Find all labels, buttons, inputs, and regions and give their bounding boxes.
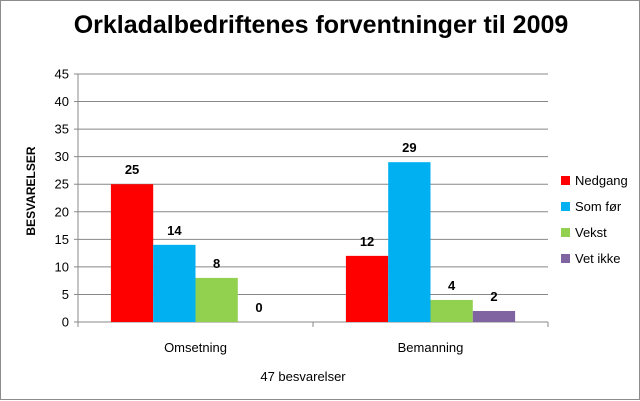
data-label: 14 [167, 223, 182, 238]
y-tick-label: 30 [55, 149, 69, 164]
bar [472, 310, 516, 322]
legend-label: Vet ikke [575, 251, 621, 266]
x-tick-label: Bemanning [398, 340, 464, 355]
x-tick-label: Omsetning [164, 340, 227, 355]
data-label: 8 [213, 256, 220, 271]
y-tick-label: 10 [55, 259, 69, 274]
data-label: 0 [255, 300, 262, 315]
legend-swatch [561, 202, 570, 211]
y-tick-label: 15 [55, 232, 69, 247]
legend-swatch [561, 176, 570, 185]
bar [153, 244, 196, 322]
bars [110, 162, 516, 322]
y-tick-label: 20 [55, 204, 69, 219]
bar [110, 184, 154, 322]
data-label: 2 [490, 289, 497, 304]
y-tick-label: 45 [55, 67, 69, 82]
chart-title: Orkladalbedriftenes forventninger til 20… [73, 11, 569, 39]
legend-label: Som før [575, 199, 622, 214]
x-axis-title: 47 besvarelser [260, 369, 346, 384]
data-label: 25 [125, 162, 139, 177]
y-tick-label: 35 [55, 122, 69, 137]
y-tick-label: 40 [55, 94, 69, 109]
data-labels: 25 14 8 0 12 29 4 2 [125, 140, 498, 315]
legend-label: Vekst [575, 225, 607, 240]
y-tick-label: 25 [55, 177, 69, 192]
bar [430, 299, 473, 322]
legend-label: Nedgang [575, 173, 628, 188]
legend-swatch [561, 254, 570, 263]
data-label: 4 [448, 278, 456, 293]
bar [195, 277, 238, 322]
data-label: 29 [402, 140, 416, 155]
legend: Nedgang Som før Vekst Vet ikke [561, 173, 628, 266]
bar [388, 162, 431, 322]
bar [345, 255, 389, 322]
data-label: 12 [360, 234, 374, 249]
y-axis-title: BESVARELSER [24, 146, 38, 235]
y-tick-label: 5 [62, 287, 69, 302]
legend-swatch [561, 228, 570, 237]
y-tick-label: 0 [62, 315, 69, 330]
